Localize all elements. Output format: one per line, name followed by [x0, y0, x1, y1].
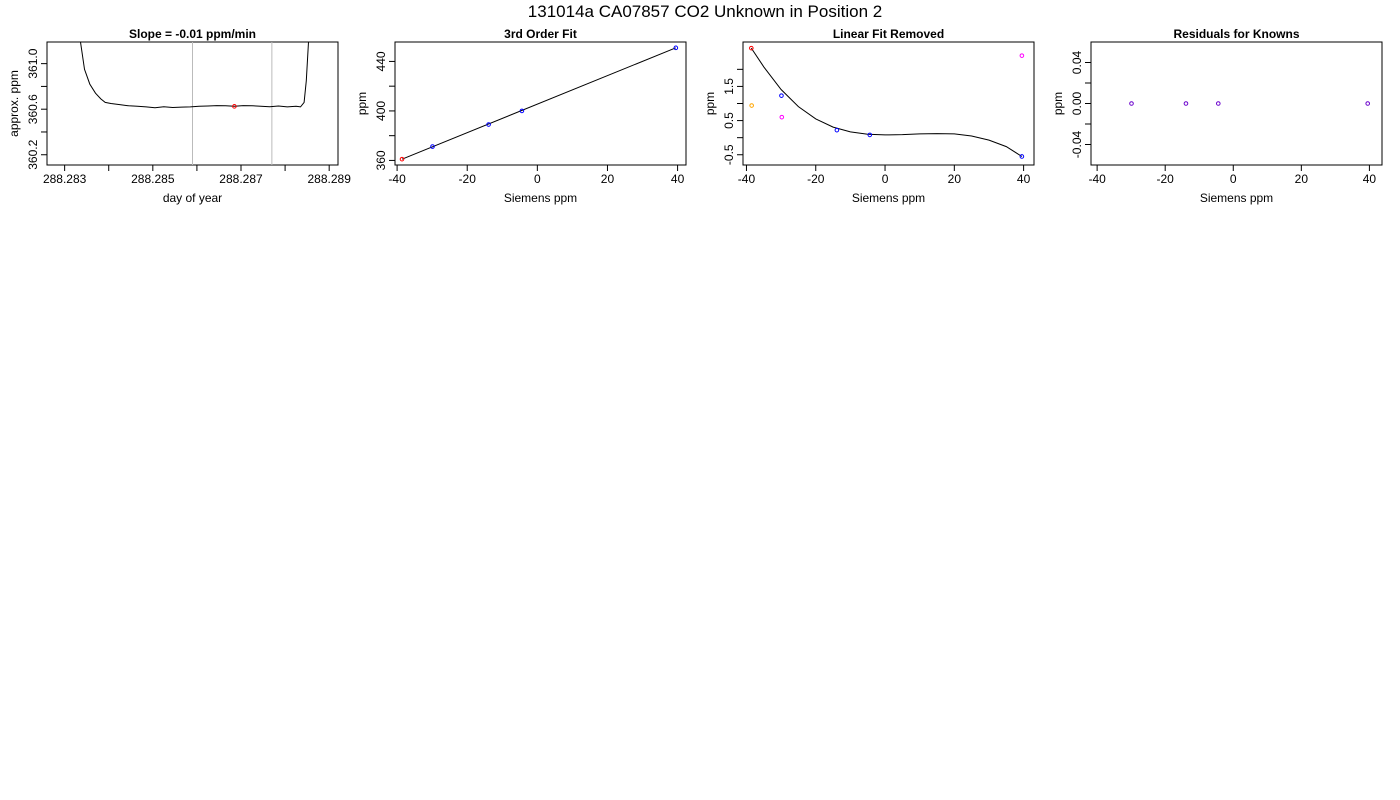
data-point: [519, 108, 525, 114]
x-tick-label: 40: [1017, 172, 1031, 186]
panel-3-xlabel: Siemens ppm: [852, 191, 925, 205]
panel-4-ylabel: ppm: [1051, 92, 1065, 115]
data-point: [1019, 53, 1025, 58]
y-tick-label: 0.04: [1070, 50, 1084, 74]
panel-2-frame: [394, 41, 687, 166]
x-tick-label: -20: [459, 172, 477, 186]
x-tick-label: 0: [1230, 172, 1237, 186]
x-tick-label: 20: [601, 172, 615, 186]
panel-4-title: Residuals for Knowns: [1173, 27, 1299, 41]
chart-marks: 288.283 288.285 288.287 288.289 360.2 360.6 36…: [26, 42, 1376, 186]
data-point: [486, 122, 491, 127]
data-point: [1183, 101, 1189, 106]
data-point: [1129, 101, 1134, 106]
x-tick-label: -40: [738, 172, 756, 186]
panel-1-xlabel: day of year: [163, 191, 222, 205]
panel-3-ylabel: ppm: [703, 92, 717, 115]
data-point: [673, 45, 679, 51]
x-tick-label: -20: [1157, 172, 1175, 186]
y-tick-label: 0.5: [722, 112, 736, 129]
fit-curve: [750, 47, 1023, 157]
panel-4-xlabel: Siemens ppm: [1200, 191, 1273, 205]
panel-slope: Slope = -0.01 ppm/min day of year approx…: [7, 27, 339, 205]
x-tick-label: 0: [534, 172, 541, 186]
x-tick-label: -20: [807, 172, 825, 186]
x-tick-label: 288.289: [307, 172, 351, 186]
figure-title: 131014a CA07857 CO2 Unknown in Position …: [528, 2, 882, 21]
panel-3-frame: [742, 41, 1035, 166]
y-tick-label: 440: [374, 51, 388, 71]
x-tick-label: 40: [671, 172, 685, 186]
y-tick-label: 360: [374, 150, 388, 170]
series-line: [80, 42, 309, 109]
panel-2-xlabel: Siemens ppm: [504, 191, 577, 205]
data-point: [1365, 101, 1371, 106]
x-tick-label: 40: [1363, 172, 1377, 186]
y-tick-label: 1.5: [722, 78, 736, 95]
y-tick-label: 0.00: [1070, 91, 1084, 115]
x-tick-label: 288.283: [43, 172, 87, 186]
data-point: [779, 114, 785, 120]
x-tick-label: 288.287: [219, 172, 263, 186]
data-point: [867, 132, 873, 138]
y-tick-label: -0.5: [722, 144, 736, 165]
data-point: [779, 93, 784, 98]
data-point: [430, 144, 435, 149]
data-point: [1215, 101, 1221, 106]
highlight-point: [232, 104, 237, 109]
x-tick-label: 20: [948, 172, 962, 186]
panel-residuals: Residuals for Knowns Siemens ppm ppm: [1051, 27, 1383, 205]
y-tick-label: 360.2: [26, 139, 40, 169]
y-tick-label: -0.04: [1070, 131, 1084, 159]
y-tick-label: 400: [374, 101, 388, 121]
panel-3-title: Linear Fit Removed: [833, 27, 944, 41]
panel-1-title: Slope = -0.01 ppm/min: [129, 27, 256, 41]
data-point: [749, 103, 754, 108]
data-point: [1019, 154, 1025, 159]
data-point: [399, 156, 405, 162]
x-tick-label: 0: [882, 172, 889, 186]
x-tick-label: 288.285: [131, 172, 175, 186]
panel-3rd-order-fit: 3rd Order Fit Siemens ppm ppm: [355, 27, 687, 205]
panel-1-ylabel: approx. ppm: [7, 70, 21, 137]
x-tick-label: -40: [388, 172, 406, 186]
panel-2-title: 3rd Order Fit: [504, 27, 577, 41]
panel-2-ylabel: ppm: [355, 92, 369, 115]
x-tick-label: 20: [1295, 172, 1309, 186]
fit-line: [401, 47, 677, 160]
data-point: [749, 45, 754, 51]
y-tick-label: 361.0: [26, 48, 40, 78]
data-point: [834, 127, 840, 133]
y-tick-label: 360.6: [26, 94, 40, 124]
panel-4-frame: [1090, 41, 1383, 166]
x-tick-label: -40: [1088, 172, 1106, 186]
